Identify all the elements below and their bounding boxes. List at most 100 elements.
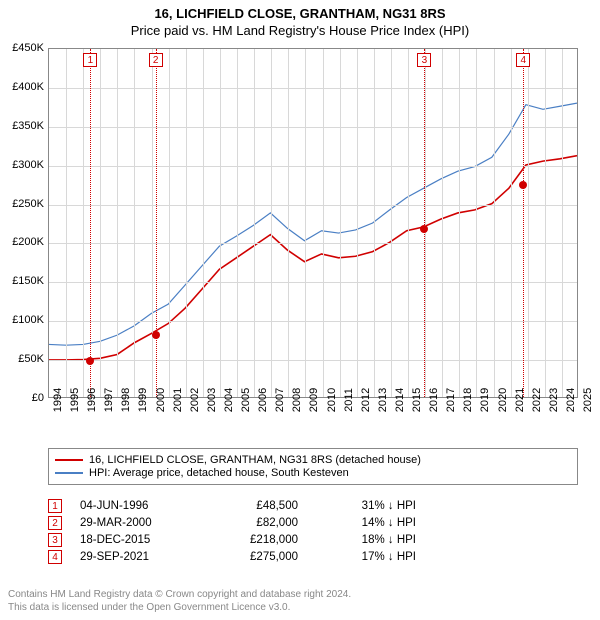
x-axis-label: 1995 xyxy=(69,388,81,412)
x-axis-label: 2025 xyxy=(582,388,594,412)
x-axis-label: 1996 xyxy=(86,388,98,412)
gridline-v xyxy=(271,49,272,397)
event-marker-icon: 3 xyxy=(48,533,62,547)
gridline-v xyxy=(100,49,101,397)
x-axis-label: 2007 xyxy=(274,388,286,412)
x-axis-label: 2014 xyxy=(394,388,406,412)
gridline-v xyxy=(237,49,238,397)
x-axis-label: 2022 xyxy=(531,388,543,412)
event-date: 29-SEP-2021 xyxy=(80,551,190,563)
gridline-v xyxy=(442,49,443,397)
gridline-h xyxy=(49,243,577,244)
y-axis-label: £450K xyxy=(12,42,44,54)
x-axis-label: 2023 xyxy=(548,388,560,412)
chart-lines-svg xyxy=(49,49,577,397)
y-axis-label: £400K xyxy=(12,81,44,93)
gridline-v xyxy=(305,49,306,397)
x-axis-label: 2005 xyxy=(240,388,252,412)
x-axis-label: 2013 xyxy=(377,388,389,412)
event-vline xyxy=(523,49,524,397)
event-marker-box: 1 xyxy=(83,53,97,67)
gridline-v xyxy=(459,49,460,397)
event-marker-icon: 2 xyxy=(48,516,62,530)
x-axis-label: 2010 xyxy=(326,388,338,412)
gridline-v xyxy=(186,49,187,397)
gridline-h xyxy=(49,166,577,167)
event-marker-box: 3 xyxy=(417,53,431,67)
event-point xyxy=(519,181,527,189)
gridline-v xyxy=(528,49,529,397)
x-axis-label: 2012 xyxy=(360,388,372,412)
gridline-v xyxy=(391,49,392,397)
x-axis-label: 1998 xyxy=(120,388,132,412)
event-price: £48,500 xyxy=(208,500,298,512)
event-marker-box: 2 xyxy=(149,53,163,67)
event-vline xyxy=(90,49,91,397)
chart-subtitle: Price paid vs. HM Land Registry's House … xyxy=(0,23,600,38)
event-pct: 17% ↓ HPI xyxy=(316,551,416,563)
legend-label: HPI: Average price, detached house, Sout… xyxy=(89,467,349,479)
legend-swatch xyxy=(55,459,83,461)
legend-item: HPI: Average price, detached house, Sout… xyxy=(55,467,571,479)
gridline-h xyxy=(49,88,577,89)
series-line-hpi xyxy=(49,103,577,345)
gridline-v xyxy=(152,49,153,397)
x-axis-label: 1999 xyxy=(137,388,149,412)
gridline-v xyxy=(117,49,118,397)
footer-line: This data is licensed under the Open Gov… xyxy=(8,601,351,614)
gridline-h xyxy=(49,282,577,283)
x-axis-label: 2001 xyxy=(172,388,184,412)
event-point xyxy=(86,357,94,365)
event-price: £82,000 xyxy=(208,517,298,529)
chart-plot-area: 1 2 3 4 xyxy=(48,48,578,398)
gridline-h xyxy=(49,205,577,206)
event-marker-box: 4 xyxy=(516,53,530,67)
x-axis-label: 1997 xyxy=(103,388,115,412)
event-price: £275,000 xyxy=(208,551,298,563)
title-block: 16, LICHFIELD CLOSE, GRANTHAM, NG31 8RS … xyxy=(0,0,600,38)
x-axis-label: 2011 xyxy=(343,388,355,412)
x-axis-label: 2020 xyxy=(497,388,509,412)
event-pct: 31% ↓ HPI xyxy=(316,500,416,512)
x-axis-label: 2003 xyxy=(206,388,218,412)
gridline-h xyxy=(49,360,577,361)
y-axis-label: £0 xyxy=(32,392,44,404)
event-date: 04-JUN-1996 xyxy=(80,500,190,512)
event-pct: 18% ↓ HPI xyxy=(316,534,416,546)
legend-item: 16, LICHFIELD CLOSE, GRANTHAM, NG31 8RS … xyxy=(55,454,571,466)
footer-attribution: Contains HM Land Registry data © Crown c… xyxy=(8,588,351,614)
gridline-v xyxy=(374,49,375,397)
x-axis-label: 2004 xyxy=(223,388,235,412)
gridline-v xyxy=(494,49,495,397)
chart-title: 16, LICHFIELD CLOSE, GRANTHAM, NG31 8RS xyxy=(0,6,600,21)
y-axis-label: £50K xyxy=(18,353,44,365)
event-point xyxy=(152,331,160,339)
y-axis-label: £350K xyxy=(12,120,44,132)
x-axis-label: 2008 xyxy=(291,388,303,412)
x-axis-label: 1994 xyxy=(52,388,64,412)
event-date: 18-DEC-2015 xyxy=(80,534,190,546)
event-vline xyxy=(424,49,425,397)
event-pct: 14% ↓ HPI xyxy=(316,517,416,529)
event-marker-icon: 4 xyxy=(48,550,62,564)
legend-swatch xyxy=(55,472,83,474)
y-axis-label: £250K xyxy=(12,198,44,210)
gridline-v xyxy=(169,49,170,397)
gridline-v xyxy=(83,49,84,397)
legend-label: 16, LICHFIELD CLOSE, GRANTHAM, NG31 8RS … xyxy=(89,454,421,466)
x-axis-label: 2009 xyxy=(308,388,320,412)
x-axis-label: 2002 xyxy=(189,388,201,412)
y-axis-label: £300K xyxy=(12,159,44,171)
x-axis-label: 2021 xyxy=(514,388,526,412)
gridline-v xyxy=(476,49,477,397)
y-axis-label: £150K xyxy=(12,275,44,287)
x-axis-label: 2019 xyxy=(479,388,491,412)
event-vline xyxy=(156,49,157,397)
gridline-v xyxy=(357,49,358,397)
gridline-v xyxy=(288,49,289,397)
gridline-v xyxy=(134,49,135,397)
event-row: 4 29-SEP-2021 £275,000 17% ↓ HPI xyxy=(48,550,578,564)
gridline-v xyxy=(545,49,546,397)
gridline-h xyxy=(49,127,577,128)
x-axis-label: 2016 xyxy=(428,388,440,412)
